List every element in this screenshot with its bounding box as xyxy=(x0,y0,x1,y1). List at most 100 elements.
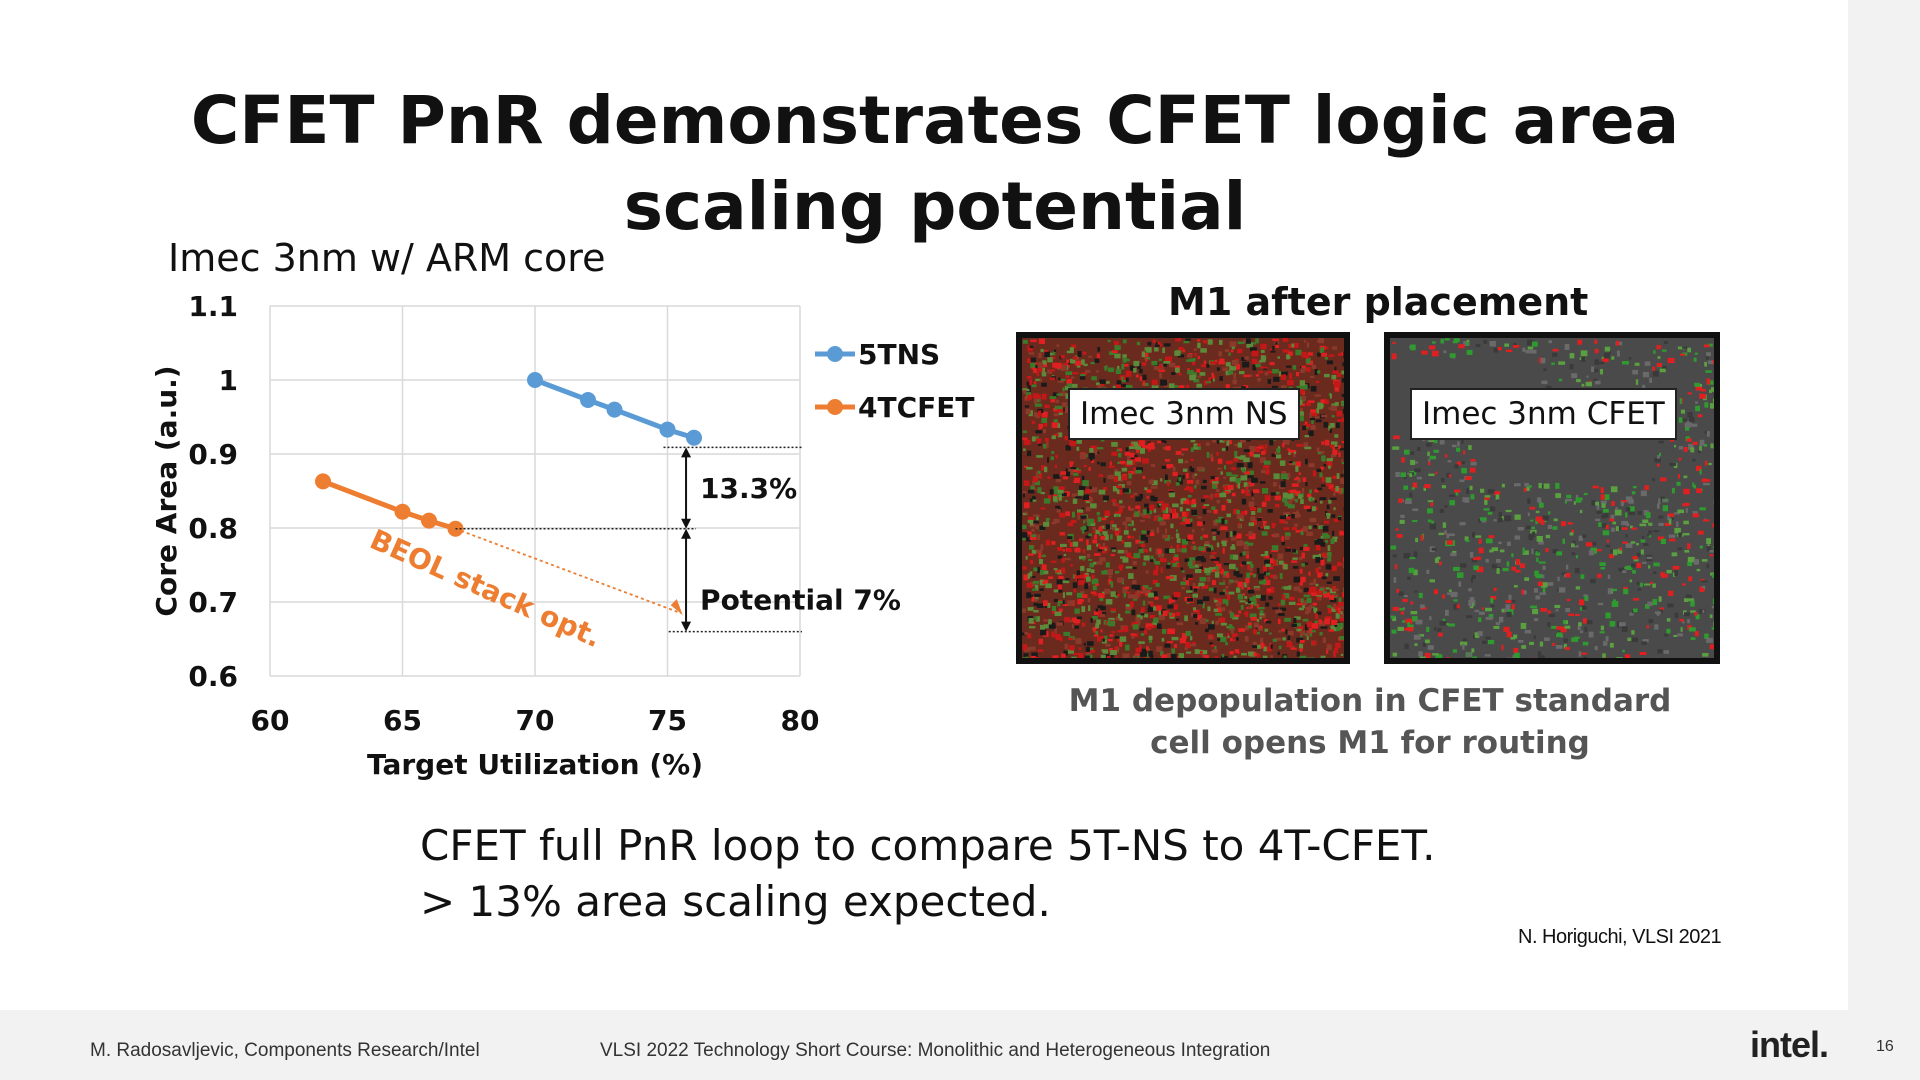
texture-speck xyxy=(1043,624,1050,629)
texture-speck xyxy=(1282,521,1288,524)
texture-speck xyxy=(1611,356,1615,360)
texture-speck xyxy=(1191,467,1195,473)
texture-speck xyxy=(1579,497,1583,501)
texture-speck xyxy=(1091,449,1098,455)
texture-speck xyxy=(1178,347,1184,351)
texture-speck xyxy=(1633,559,1639,562)
texture-speck xyxy=(1487,511,1493,515)
texture-speck xyxy=(1181,545,1187,549)
texture-speck xyxy=(1058,494,1062,501)
texture-speck xyxy=(1603,641,1608,646)
texture-speck xyxy=(1529,506,1536,510)
texture-speck xyxy=(1260,481,1266,484)
texture-speck xyxy=(1632,555,1638,560)
texture-speck xyxy=(1219,591,1225,596)
texture-speck xyxy=(1280,607,1287,611)
texture-speck xyxy=(1690,610,1696,613)
texture-speck xyxy=(1138,548,1144,554)
texture-speck xyxy=(1331,514,1336,518)
texture-speck xyxy=(1054,464,1057,468)
texture-speck xyxy=(1419,656,1426,658)
texture-speck xyxy=(1341,417,1344,422)
texture-speck xyxy=(1027,450,1032,457)
texture-speck xyxy=(1073,653,1078,656)
texture-speck xyxy=(1428,461,1431,466)
texture-speck xyxy=(1220,471,1223,475)
texture-speck xyxy=(1314,394,1321,397)
texture-speck xyxy=(1515,559,1520,565)
texture-speck xyxy=(1101,551,1107,554)
texture-speck xyxy=(1198,546,1206,551)
texture-speck xyxy=(1390,545,1397,550)
texture-speck xyxy=(1077,490,1084,496)
texture-speck xyxy=(1333,588,1339,591)
right-margin-strip xyxy=(1848,0,1920,1010)
texture-speck xyxy=(1667,515,1670,521)
texture-speck xyxy=(1230,530,1237,536)
texture-speck xyxy=(1642,639,1649,643)
texture-speck xyxy=(1538,541,1544,545)
texture-speck xyxy=(1134,511,1140,517)
texture-speck xyxy=(1535,516,1543,522)
texture-speck xyxy=(1105,562,1110,568)
texture-speck xyxy=(1095,382,1100,386)
texture-speck xyxy=(1275,609,1282,614)
texture-speck xyxy=(1255,446,1263,449)
texture-speck xyxy=(1316,596,1320,601)
texture-speck xyxy=(1222,599,1229,604)
texture-speck xyxy=(1475,344,1481,347)
x-tick-label: 65 xyxy=(383,704,422,737)
texture-speck xyxy=(1164,548,1172,554)
texture-speck xyxy=(1119,489,1123,495)
texture-speck xyxy=(1026,376,1032,379)
texture-speck xyxy=(1108,621,1116,627)
texture-speck xyxy=(1187,561,1193,567)
texture-speck xyxy=(1023,480,1030,486)
texture-speck xyxy=(1337,608,1341,614)
texture-speck xyxy=(1478,547,1484,554)
texture-speck xyxy=(1024,632,1029,635)
texture-speck xyxy=(1102,638,1105,642)
texture-speck xyxy=(1119,617,1123,621)
texture-speck xyxy=(1310,418,1315,421)
texture-speck xyxy=(1104,635,1108,640)
texture-speck xyxy=(1227,635,1230,638)
slide-title: CFET PnR demonstrates CFET logic area sc… xyxy=(190,82,1680,245)
texture-speck xyxy=(1237,593,1244,600)
texture-speck xyxy=(1445,609,1449,616)
texture-speck xyxy=(1635,379,1639,385)
texture-speck xyxy=(1101,570,1108,575)
texture-speck xyxy=(1065,371,1072,375)
texture-speck xyxy=(1199,618,1206,625)
texture-speck xyxy=(1103,478,1106,483)
texture-speck xyxy=(1642,519,1649,523)
texture-speck xyxy=(1068,360,1072,365)
texture-speck xyxy=(1236,463,1244,468)
texture-speck xyxy=(1226,513,1231,518)
texture-speck xyxy=(1628,510,1635,515)
texture-speck xyxy=(1208,377,1212,383)
texture-speck xyxy=(1511,553,1514,558)
texture-speck xyxy=(1181,453,1184,456)
texture-speck xyxy=(1317,370,1321,374)
texture-speck xyxy=(1229,365,1233,370)
texture-speck xyxy=(1061,557,1065,563)
texture-speck xyxy=(1031,528,1035,532)
texture-speck xyxy=(1113,476,1119,482)
texture-speck xyxy=(1166,653,1171,657)
texture-speck xyxy=(1119,505,1125,508)
texture-speck xyxy=(1110,591,1116,597)
texture-speck xyxy=(1244,636,1249,642)
texture-speck xyxy=(1278,645,1282,650)
texture-speck xyxy=(1299,411,1304,416)
texture-speck xyxy=(1231,474,1239,477)
texture-speck xyxy=(1247,462,1253,469)
texture-speck xyxy=(1627,637,1632,641)
texture-speck xyxy=(1245,486,1249,490)
texture-speck xyxy=(1244,596,1248,599)
texture-speck xyxy=(1702,609,1705,614)
texture-speck xyxy=(1301,396,1306,401)
texture-speck xyxy=(1676,521,1679,528)
texture-speck xyxy=(1585,542,1593,547)
texture-speck xyxy=(1157,623,1162,629)
